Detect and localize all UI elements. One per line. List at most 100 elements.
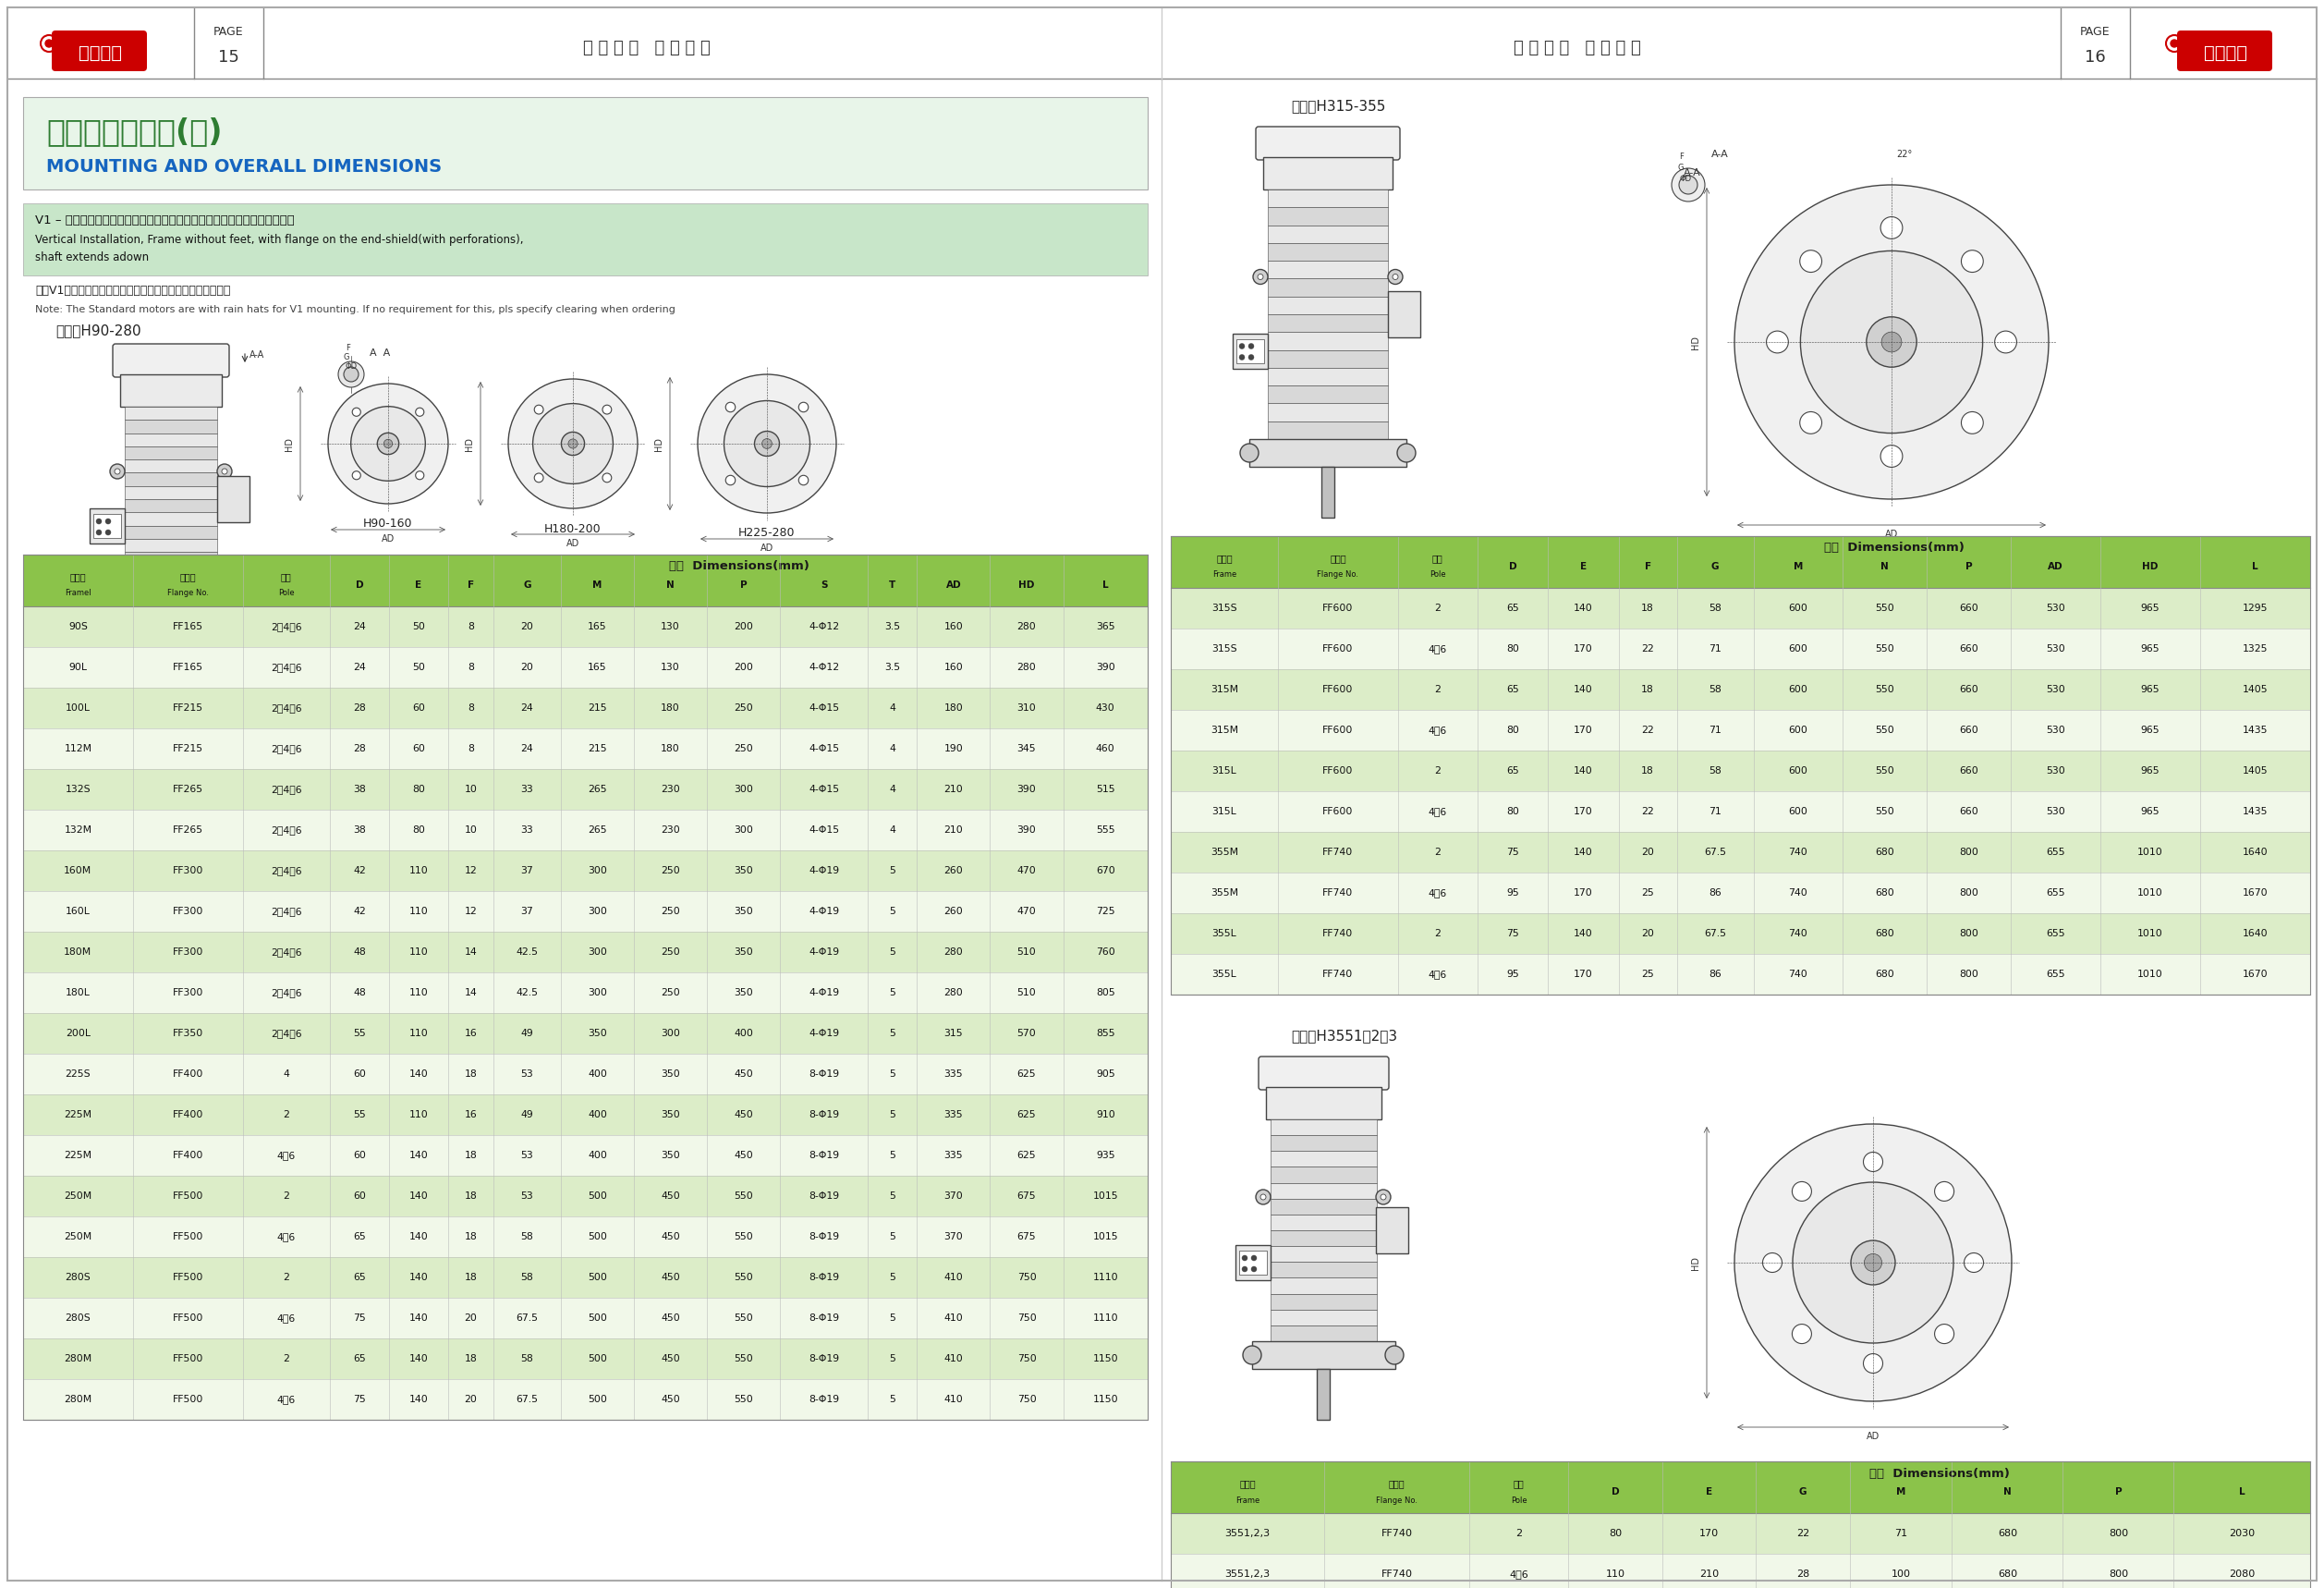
Circle shape: [725, 400, 811, 486]
Text: 140: 140: [1573, 684, 1592, 694]
Text: 280S: 280S: [65, 1274, 91, 1282]
Text: 42: 42: [353, 865, 365, 875]
Bar: [1271, 1231, 1376, 1247]
Text: 18: 18: [465, 1274, 476, 1282]
Circle shape: [1734, 1124, 2013, 1401]
Text: 42.5: 42.5: [516, 988, 539, 997]
Text: 130: 130: [660, 662, 681, 672]
Circle shape: [1255, 1189, 1271, 1204]
Text: 660: 660: [1959, 726, 1978, 735]
Circle shape: [532, 403, 614, 484]
Text: 2、4、6: 2、4、6: [272, 1029, 302, 1039]
Text: 67.5: 67.5: [516, 1313, 539, 1323]
Text: 4、6: 4、6: [1429, 970, 1448, 978]
Text: 160L: 160L: [65, 907, 91, 916]
Text: 315S: 315S: [1211, 645, 1236, 654]
Text: 1015: 1015: [1092, 1232, 1118, 1242]
Text: 2、4、6: 2、4、6: [272, 703, 302, 713]
Text: 370: 370: [944, 1191, 962, 1201]
Text: FF600: FF600: [1322, 684, 1353, 694]
Text: V1 – 立式安装，机座不带地脚，端盖有凸缘（带通孔），轴伸向下的电动机: V1 – 立式安装，机座不带地脚，端盖有凸缘（带通孔），轴伸向下的电动机: [35, 214, 295, 225]
Bar: [1269, 225, 1387, 243]
Bar: [1171, 537, 2310, 994]
Text: 140: 140: [409, 1151, 428, 1161]
Text: 355L: 355L: [1213, 970, 1236, 978]
Text: A-A: A-A: [1710, 149, 1729, 159]
Text: 550: 550: [734, 1274, 753, 1282]
Text: Flange No.: Flange No.: [167, 589, 209, 597]
Text: 尺寸  Dimensions(mm): 尺寸 Dimensions(mm): [669, 561, 809, 573]
Circle shape: [697, 375, 837, 513]
Bar: [23, 1258, 1148, 1297]
Text: 2、4、6: 2、4、6: [272, 988, 302, 997]
Circle shape: [353, 408, 360, 416]
Text: FF165: FF165: [172, 662, 202, 672]
Text: 265: 265: [588, 826, 607, 835]
Circle shape: [1678, 176, 1697, 194]
Text: 250: 250: [734, 745, 753, 753]
Bar: [1271, 1326, 1376, 1342]
Bar: [1171, 791, 2310, 832]
Text: 机座号: 机座号: [70, 572, 86, 581]
Text: H180-200: H180-200: [544, 522, 602, 535]
Text: 38: 38: [353, 826, 365, 835]
Bar: [125, 578, 216, 592]
Text: 450: 450: [660, 1355, 681, 1364]
Text: 180: 180: [660, 703, 681, 713]
FancyBboxPatch shape: [1260, 1056, 1390, 1089]
Text: 250: 250: [660, 865, 681, 875]
Text: HD: HD: [655, 437, 662, 451]
Text: 660: 660: [1959, 603, 1978, 613]
Bar: [107, 592, 235, 619]
Text: 东 莞 电 机   志 在 环 球: 东 莞 电 机 志 在 环 球: [583, 40, 711, 57]
Text: FF400: FF400: [172, 1151, 202, 1161]
Text: 机座号: 机座号: [1215, 554, 1232, 562]
Text: 655: 655: [2045, 929, 2066, 939]
Text: 400: 400: [588, 1069, 607, 1078]
Text: H225-280: H225-280: [739, 527, 795, 540]
Bar: [1232, 333, 1269, 368]
Text: 280: 280: [1018, 662, 1037, 672]
Bar: [1171, 913, 2310, 954]
Text: 110: 110: [409, 1110, 428, 1120]
Text: AD: AD: [760, 543, 774, 553]
Text: 215: 215: [588, 745, 607, 753]
Text: 170: 170: [1573, 970, 1592, 978]
Bar: [1264, 157, 1392, 189]
Text: FF300: FF300: [172, 865, 202, 875]
Text: 60: 60: [353, 1151, 365, 1161]
Text: 800: 800: [1959, 848, 1978, 858]
Text: F: F: [1645, 562, 1650, 572]
Text: 8-Φ19: 8-Φ19: [809, 1191, 839, 1201]
Bar: [1271, 1294, 1376, 1310]
Circle shape: [225, 596, 244, 615]
Text: 675: 675: [1018, 1232, 1037, 1242]
Bar: [1171, 1553, 2310, 1588]
Text: 12: 12: [465, 907, 476, 916]
Text: 800: 800: [2108, 1569, 2129, 1578]
Text: 2: 2: [1434, 603, 1441, 613]
Text: 中心高H3551，2，3: 中心高H3551，2，3: [1290, 1029, 1397, 1043]
Text: 410: 410: [944, 1394, 962, 1404]
Text: 390: 390: [1018, 784, 1037, 794]
Text: 4-Φ19: 4-Φ19: [809, 865, 839, 875]
Text: G: G: [1678, 164, 1683, 172]
Text: 50: 50: [411, 662, 425, 672]
Text: 300: 300: [734, 784, 753, 794]
Bar: [1271, 1278, 1376, 1294]
Text: 180: 180: [944, 703, 962, 713]
Text: 210: 210: [944, 784, 962, 794]
Bar: [1171, 751, 2310, 791]
Text: 65: 65: [1506, 603, 1520, 613]
Text: 910: 910: [1097, 1110, 1116, 1120]
Text: 22: 22: [1641, 726, 1655, 735]
Text: 86: 86: [1708, 888, 1722, 897]
Text: 550: 550: [1875, 684, 1894, 694]
Text: N: N: [2003, 1488, 2013, 1496]
Text: 550: 550: [734, 1232, 753, 1242]
Text: G: G: [523, 581, 530, 589]
Text: 65: 65: [1506, 767, 1520, 775]
Text: 355L: 355L: [1213, 929, 1236, 939]
Text: 260: 260: [944, 865, 962, 875]
Circle shape: [1671, 168, 1706, 202]
